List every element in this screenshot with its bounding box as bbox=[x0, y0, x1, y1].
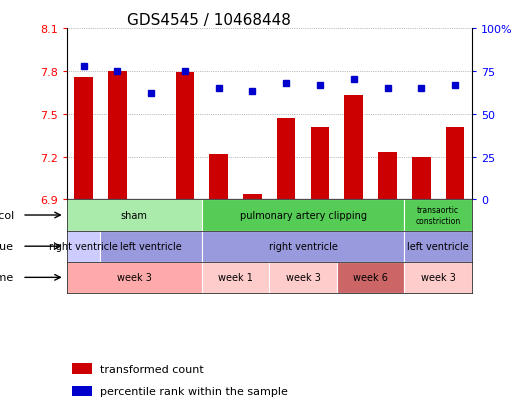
Text: left ventricle: left ventricle bbox=[407, 242, 469, 252]
Bar bbox=[209, 154, 228, 200]
Bar bbox=[243, 195, 262, 200]
Text: transaortic
constriction: transaortic constriction bbox=[416, 206, 461, 225]
Text: percentile rank within the sample: percentile rank within the sample bbox=[100, 387, 288, 396]
Text: GDS4545 / 10468448: GDS4545 / 10468448 bbox=[127, 13, 291, 28]
Bar bbox=[311, 127, 329, 200]
Text: tissue: tissue bbox=[0, 242, 14, 252]
Text: left ventricle: left ventricle bbox=[120, 242, 182, 252]
Text: pulmonary artery clipping: pulmonary artery clipping bbox=[240, 211, 367, 221]
Bar bbox=[202, 200, 404, 231]
Bar bbox=[269, 262, 337, 293]
Bar bbox=[175, 73, 194, 200]
Bar bbox=[404, 200, 472, 231]
Text: week 6: week 6 bbox=[353, 273, 388, 282]
Bar bbox=[67, 200, 202, 231]
Text: week 3: week 3 bbox=[286, 273, 321, 282]
Text: right ventricle: right ventricle bbox=[49, 242, 118, 252]
Bar bbox=[277, 119, 295, 200]
Text: protocol: protocol bbox=[0, 211, 14, 221]
Text: week 3: week 3 bbox=[117, 273, 152, 282]
Bar bbox=[67, 262, 202, 293]
Bar bbox=[142, 199, 161, 200]
Bar bbox=[446, 127, 464, 200]
Text: transformed count: transformed count bbox=[100, 364, 204, 374]
Bar bbox=[344, 96, 363, 200]
Bar bbox=[67, 231, 101, 262]
Bar bbox=[404, 231, 472, 262]
Bar bbox=[202, 231, 404, 262]
Bar bbox=[202, 262, 269, 293]
Bar bbox=[74, 77, 93, 200]
Text: sham: sham bbox=[121, 211, 148, 221]
Text: week 1: week 1 bbox=[218, 273, 253, 282]
Bar bbox=[337, 262, 404, 293]
Bar bbox=[378, 153, 397, 200]
Bar bbox=[404, 262, 472, 293]
Text: time: time bbox=[0, 273, 14, 282]
Text: right ventricle: right ventricle bbox=[269, 242, 338, 252]
Bar bbox=[101, 231, 202, 262]
Bar bbox=[412, 157, 430, 200]
Bar bbox=[108, 72, 127, 200]
Text: week 3: week 3 bbox=[421, 273, 456, 282]
